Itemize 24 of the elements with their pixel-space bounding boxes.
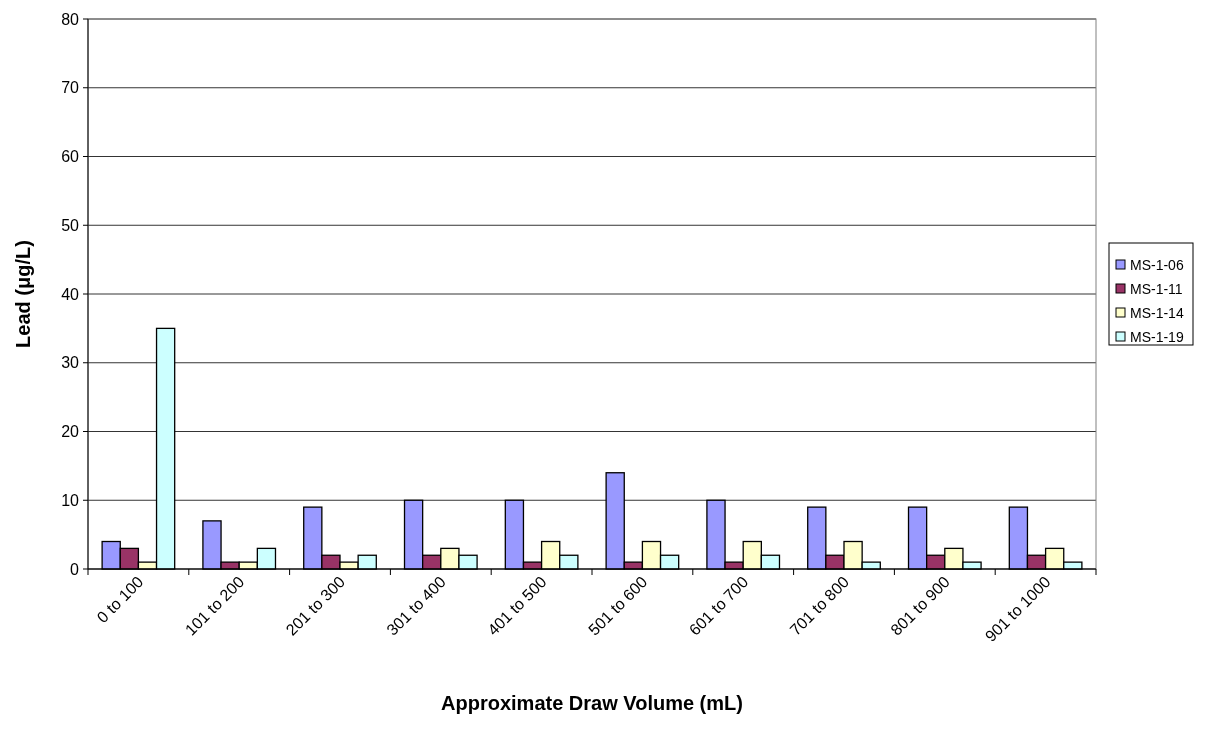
y-axis-title: Lead (μg/L) <box>12 240 34 348</box>
legend-label: MS-1-19 <box>1130 328 1184 345</box>
x-tick-label: 401 to 500 <box>484 573 550 639</box>
y-tick-label: 40 <box>61 285 80 303</box>
y-tick-label: 20 <box>61 423 80 441</box>
legend-label: MS-1-06 <box>1130 256 1184 273</box>
y-tick-label: 70 <box>61 79 80 97</box>
x-tick-label: 801 to 900 <box>887 573 953 639</box>
y-tick-label: 80 <box>61 10 80 28</box>
x-tick-label: 601 to 700 <box>685 573 752 639</box>
x-tick-label: 0 to 100 <box>93 573 147 627</box>
y-tick-label: 30 <box>61 354 80 372</box>
legend-label: MS-1-11 <box>1130 280 1183 297</box>
y-tick-label: 50 <box>61 216 80 234</box>
x-tick-label: 101 to 200 <box>181 573 248 639</box>
x-tick-label: 301 to 400 <box>383 573 449 639</box>
y-tick-label: 60 <box>61 148 80 166</box>
y-tick-label: 10 <box>61 491 80 509</box>
x-tick-label: 701 to 800 <box>786 573 853 639</box>
y-tick-label: 0 <box>70 560 80 578</box>
x-tick-label: 501 to 600 <box>585 573 651 639</box>
legend-label: MS-1-14 <box>1130 304 1184 321</box>
x-tick-label: 201 to 300 <box>282 573 349 639</box>
x-axis-title: Approximate Draw Volume (mL) <box>441 692 743 714</box>
